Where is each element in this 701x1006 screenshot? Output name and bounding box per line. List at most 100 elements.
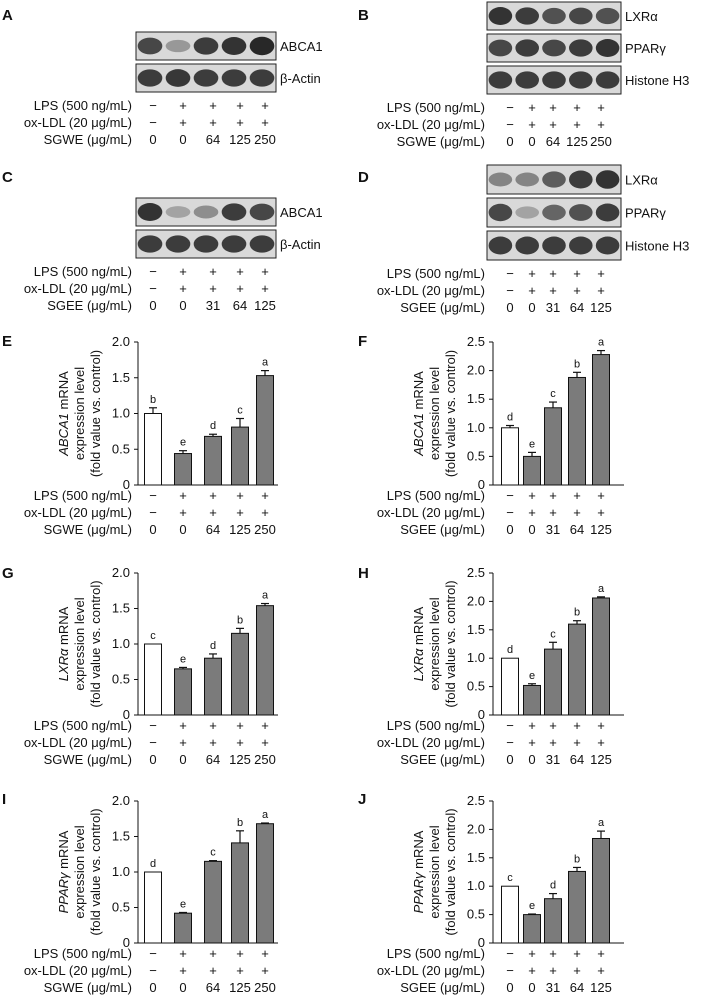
treatment-value: 64: [570, 752, 584, 767]
blot-band: [193, 69, 219, 87]
bar: [568, 376, 586, 486]
treatment-value: +: [597, 266, 605, 281]
bar: [174, 453, 192, 486]
treatment-value: +: [528, 100, 536, 115]
blot-band: [137, 203, 163, 221]
blot-band: [542, 7, 566, 25]
bar: [592, 354, 610, 486]
treatment-value: +: [549, 283, 557, 298]
treatment-value: +: [597, 117, 605, 132]
y-tick-label: 0.5: [467, 448, 485, 463]
blot-band: [221, 203, 247, 221]
treatment-value: +: [236, 281, 244, 296]
treatment-value: +: [236, 946, 244, 961]
treatment-value: +: [179, 505, 187, 520]
treatment-value: +: [236, 963, 244, 978]
significance-letter: a: [598, 337, 605, 349]
blot-band: [221, 235, 247, 253]
treatment-value: +: [528, 946, 536, 961]
treatment-value: +: [236, 735, 244, 750]
blot-band: [488, 203, 513, 222]
y-tick-label: 0.5: [112, 900, 130, 915]
y-axis-label: LXRα mRNA: [56, 606, 71, 681]
blot-band: [221, 69, 247, 87]
y-axis-label-part: expression level: [427, 367, 442, 460]
treatment-value: +: [549, 963, 557, 978]
treatment-value: −: [506, 505, 514, 520]
bar: [501, 657, 519, 716]
significance-letter: a: [262, 590, 269, 602]
treatment-row-label: SGEE (μg/mL): [400, 300, 485, 315]
band-label: PPARγ: [625, 206, 666, 221]
y-axis-label: (fold value vs. control): [443, 350, 458, 477]
treatment-value: +: [179, 281, 187, 296]
panel-letter: C: [2, 169, 13, 186]
y-tick-label: 2.0: [112, 565, 130, 580]
treatment-value: 250: [254, 522, 276, 537]
treatment-row-label: LPS (500 ng/mL): [387, 100, 485, 115]
treatment-value: 250: [254, 980, 276, 995]
blot-band: [165, 206, 191, 218]
treatment-value: +: [573, 718, 581, 733]
treatment-value: 125: [254, 298, 276, 313]
treatment-row-label: ox-LDL (20 μg/mL): [377, 963, 485, 978]
blot-panel-c: C ABCA1 β-Actin LPS (500 ng/mL) − + + + + ox-LDL …: [2, 169, 323, 313]
panel-letter: B: [358, 7, 369, 24]
y-axis-label-part: (fold value vs. control): [88, 580, 103, 707]
treatment-value: +: [236, 115, 244, 130]
treatment-value: +: [261, 735, 269, 750]
treatment-value: 64: [546, 134, 560, 149]
significance-letter: c: [507, 872, 513, 884]
y-tick-label: 2.0: [467, 593, 485, 608]
significance-letter: a: [262, 357, 269, 369]
treatment-value: −: [506, 488, 514, 503]
significance-letter: a: [262, 809, 269, 821]
chart-panel-g: G 0 0.5 1.0 1.5 2.0 LXRα mRNA expression level(…: [2, 565, 278, 767]
y-axis-label: (fold value vs. control): [88, 580, 103, 707]
significance-letter: b: [574, 358, 580, 370]
treatment-value: +: [261, 98, 269, 113]
y-tick-label: 1.5: [467, 850, 485, 865]
treatment-value: +: [549, 505, 557, 520]
treatment-value: 31: [546, 522, 560, 537]
treatment-value: +: [209, 963, 217, 978]
treatment-value: +: [209, 264, 217, 279]
blot-band: [569, 170, 593, 189]
treatment-value: 250: [254, 752, 276, 767]
y-axis-label-part: (fold value vs. control): [88, 350, 103, 477]
panel-letter: A: [2, 7, 13, 24]
significance-letter: b: [574, 853, 580, 865]
treatment-value: 0: [528, 980, 535, 995]
treatment-row-label: ox-LDL (20 μg/mL): [377, 283, 485, 298]
blot-band: [515, 236, 539, 255]
y-tick-label: 2.0: [112, 334, 130, 349]
significance-letter: b: [574, 607, 580, 619]
y-axis-label: LXRα mRNA: [411, 606, 426, 681]
treatment-value: −: [506, 718, 514, 733]
significance-letter: d: [507, 412, 513, 424]
treatment-value: 64: [233, 298, 247, 313]
y-axis-label-part: (fold value vs. control): [443, 808, 458, 935]
blot-band: [569, 71, 593, 89]
blot-band: [249, 36, 275, 56]
treatment-value: +: [209, 946, 217, 961]
treatment-row-label: ox-LDL (20 μg/mL): [377, 117, 485, 132]
y-axis-label: expression level: [427, 367, 442, 460]
significance-letter: c: [237, 405, 243, 417]
y-axis-label-part: PPARγ: [56, 871, 71, 913]
treatment-value: 0: [528, 134, 535, 149]
treatment-value: +: [549, 266, 557, 281]
significance-letter: d: [210, 640, 216, 652]
treatment-value: 0: [506, 522, 513, 537]
treatment-value: +: [549, 718, 557, 733]
treatment-value: +: [573, 488, 581, 503]
bar: [544, 407, 562, 486]
treatment-row-label: LPS (500 ng/mL): [34, 946, 132, 961]
significance-letter: e: [529, 670, 535, 682]
y-axis-label-part: ABCA1: [411, 413, 426, 457]
significance-letter: d: [507, 644, 513, 656]
y-tick-label: 1.5: [112, 370, 130, 385]
treatment-value: +: [179, 963, 187, 978]
band-label: β-Actin: [280, 237, 321, 252]
